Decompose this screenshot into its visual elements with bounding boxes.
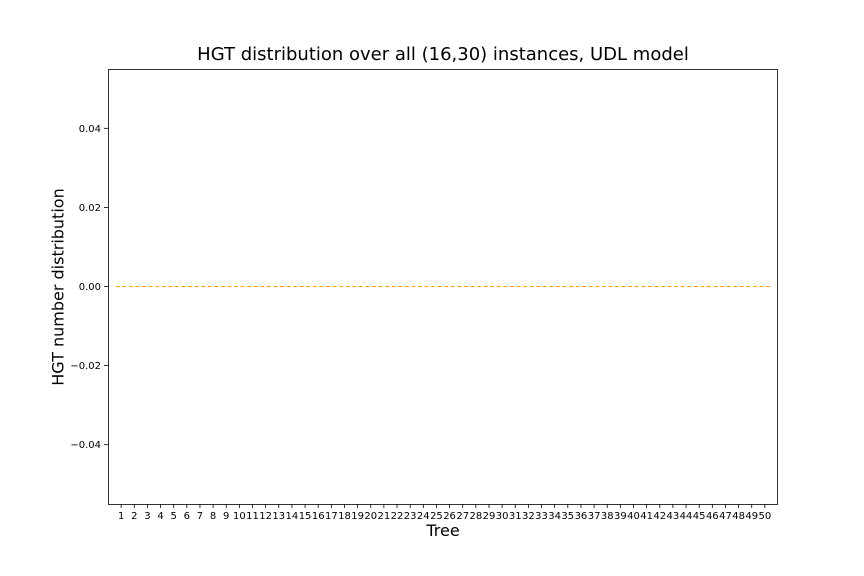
y-tick-label: 0.02: [79, 203, 101, 214]
x-tick-label: 14: [286, 511, 299, 522]
x-tick-label: 47: [719, 511, 732, 522]
x-tick-label: 31: [509, 511, 522, 522]
x-tick-label: 13: [272, 511, 285, 522]
x-tick-label: 35: [561, 511, 574, 522]
x-tick-label: 27: [456, 511, 469, 522]
x-tick-label: 42: [653, 511, 666, 522]
x-tick-label: 3: [144, 511, 150, 522]
y-tick-label: −0.04: [70, 440, 101, 451]
x-tick-label: 24: [417, 511, 430, 522]
x-tick-label: 45: [693, 511, 706, 522]
x-tick-label: 20: [364, 511, 377, 522]
x-tick-label: 44: [680, 511, 693, 522]
x-tick-label: 49: [745, 511, 758, 522]
x-tick-label: 50: [758, 511, 771, 522]
x-tick-label: 8: [210, 511, 216, 522]
x-tick-label: 30: [496, 511, 509, 522]
x-tick-label: 10: [233, 511, 246, 522]
x-tick-label: 9: [223, 511, 229, 522]
x-tick-label: 16: [312, 511, 325, 522]
x-tick-label: 2: [131, 511, 137, 522]
x-axis: 1 2 3 4 5 6 7 8 9 10 11 12 13 14 15 16 17 18 19 20 21 22 23 24 2…: [118, 504, 771, 522]
x-tick-label: 18: [338, 511, 351, 522]
y-tick-label: 0.00: [79, 282, 101, 293]
y-axis: 0.04 0.02 0.00 −0.02 −0.04: [70, 124, 108, 451]
x-tick-label: 15: [299, 511, 312, 522]
x-tick-label: 6: [184, 511, 190, 522]
x-tick-label: 39: [614, 511, 627, 522]
chart-title: HGT distribution over all (16,30) instan…: [197, 44, 689, 65]
x-tick-label: 33: [535, 511, 548, 522]
x-axis-label: Tree: [426, 521, 460, 540]
x-tick-label: 25: [430, 511, 443, 522]
x-tick-label: 21: [378, 511, 391, 522]
x-tick-label: 32: [522, 511, 535, 522]
x-tick-label: 48: [732, 511, 745, 522]
x-tick-label: 41: [640, 511, 653, 522]
x-tick-label: 17: [325, 511, 338, 522]
x-tick-label: 5: [170, 511, 176, 522]
x-tick-label: 19: [351, 511, 364, 522]
axes-frame: [108, 69, 778, 505]
x-tick-label: 37: [588, 511, 601, 522]
x-tick-label: 12: [259, 511, 272, 522]
x-tick-label: 29: [483, 511, 496, 522]
x-tick-label: 34: [548, 511, 561, 522]
x-tick-label: 28: [469, 511, 482, 522]
x-tick-label: 22: [391, 511, 404, 522]
x-tick-label: 23: [404, 511, 417, 522]
x-tick-label: 1: [118, 511, 124, 522]
x-tick-label: 26: [443, 511, 456, 522]
x-tick-label: 40: [627, 511, 640, 522]
x-tick-label: 4: [157, 511, 163, 522]
y-tick-label: 0.04: [79, 124, 101, 135]
x-tick-label: 46: [706, 511, 719, 522]
x-tick-label: 38: [601, 511, 614, 522]
x-tick-label: 43: [667, 511, 680, 522]
y-tick-label: −0.02: [70, 361, 101, 372]
x-tick-label: 7: [197, 511, 203, 522]
x-tick-label: 11: [246, 511, 259, 522]
y-axis-label: HGT number distribution: [48, 188, 68, 386]
x-tick-label: 36: [575, 511, 588, 522]
